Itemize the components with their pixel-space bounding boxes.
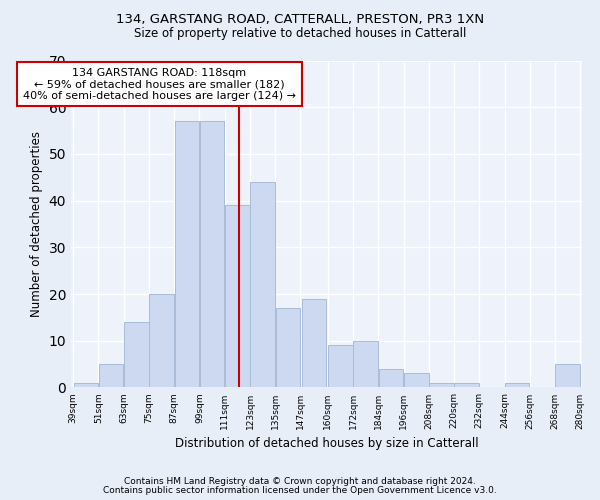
Bar: [454, 383, 479, 388]
Bar: [74, 383, 98, 388]
Bar: [379, 368, 403, 388]
Bar: [149, 294, 174, 388]
Bar: [505, 383, 529, 388]
Text: Contains HM Land Registry data © Crown copyright and database right 2024.: Contains HM Land Registry data © Crown c…: [124, 477, 476, 486]
Bar: [328, 346, 353, 388]
Bar: [124, 322, 149, 388]
Bar: [175, 121, 199, 388]
Text: 134 GARSTANG ROAD: 118sqm
← 59% of detached houses are smaller (182)
40% of semi: 134 GARSTANG ROAD: 118sqm ← 59% of detac…: [23, 68, 296, 100]
Bar: [200, 121, 224, 388]
Bar: [556, 364, 580, 388]
Bar: [250, 182, 275, 388]
Y-axis label: Number of detached properties: Number of detached properties: [30, 131, 43, 317]
X-axis label: Distribution of detached houses by size in Catterall: Distribution of detached houses by size …: [175, 437, 479, 450]
Text: Size of property relative to detached houses in Catterall: Size of property relative to detached ho…: [134, 28, 466, 40]
Bar: [404, 374, 428, 388]
Bar: [275, 308, 300, 388]
Bar: [353, 340, 378, 388]
Bar: [429, 383, 454, 388]
Text: Contains public sector information licensed under the Open Government Licence v3: Contains public sector information licen…: [103, 486, 497, 495]
Bar: [225, 206, 250, 388]
Bar: [99, 364, 124, 388]
Text: 134, GARSTANG ROAD, CATTERALL, PRESTON, PR3 1XN: 134, GARSTANG ROAD, CATTERALL, PRESTON, …: [116, 12, 484, 26]
Bar: [302, 298, 326, 388]
